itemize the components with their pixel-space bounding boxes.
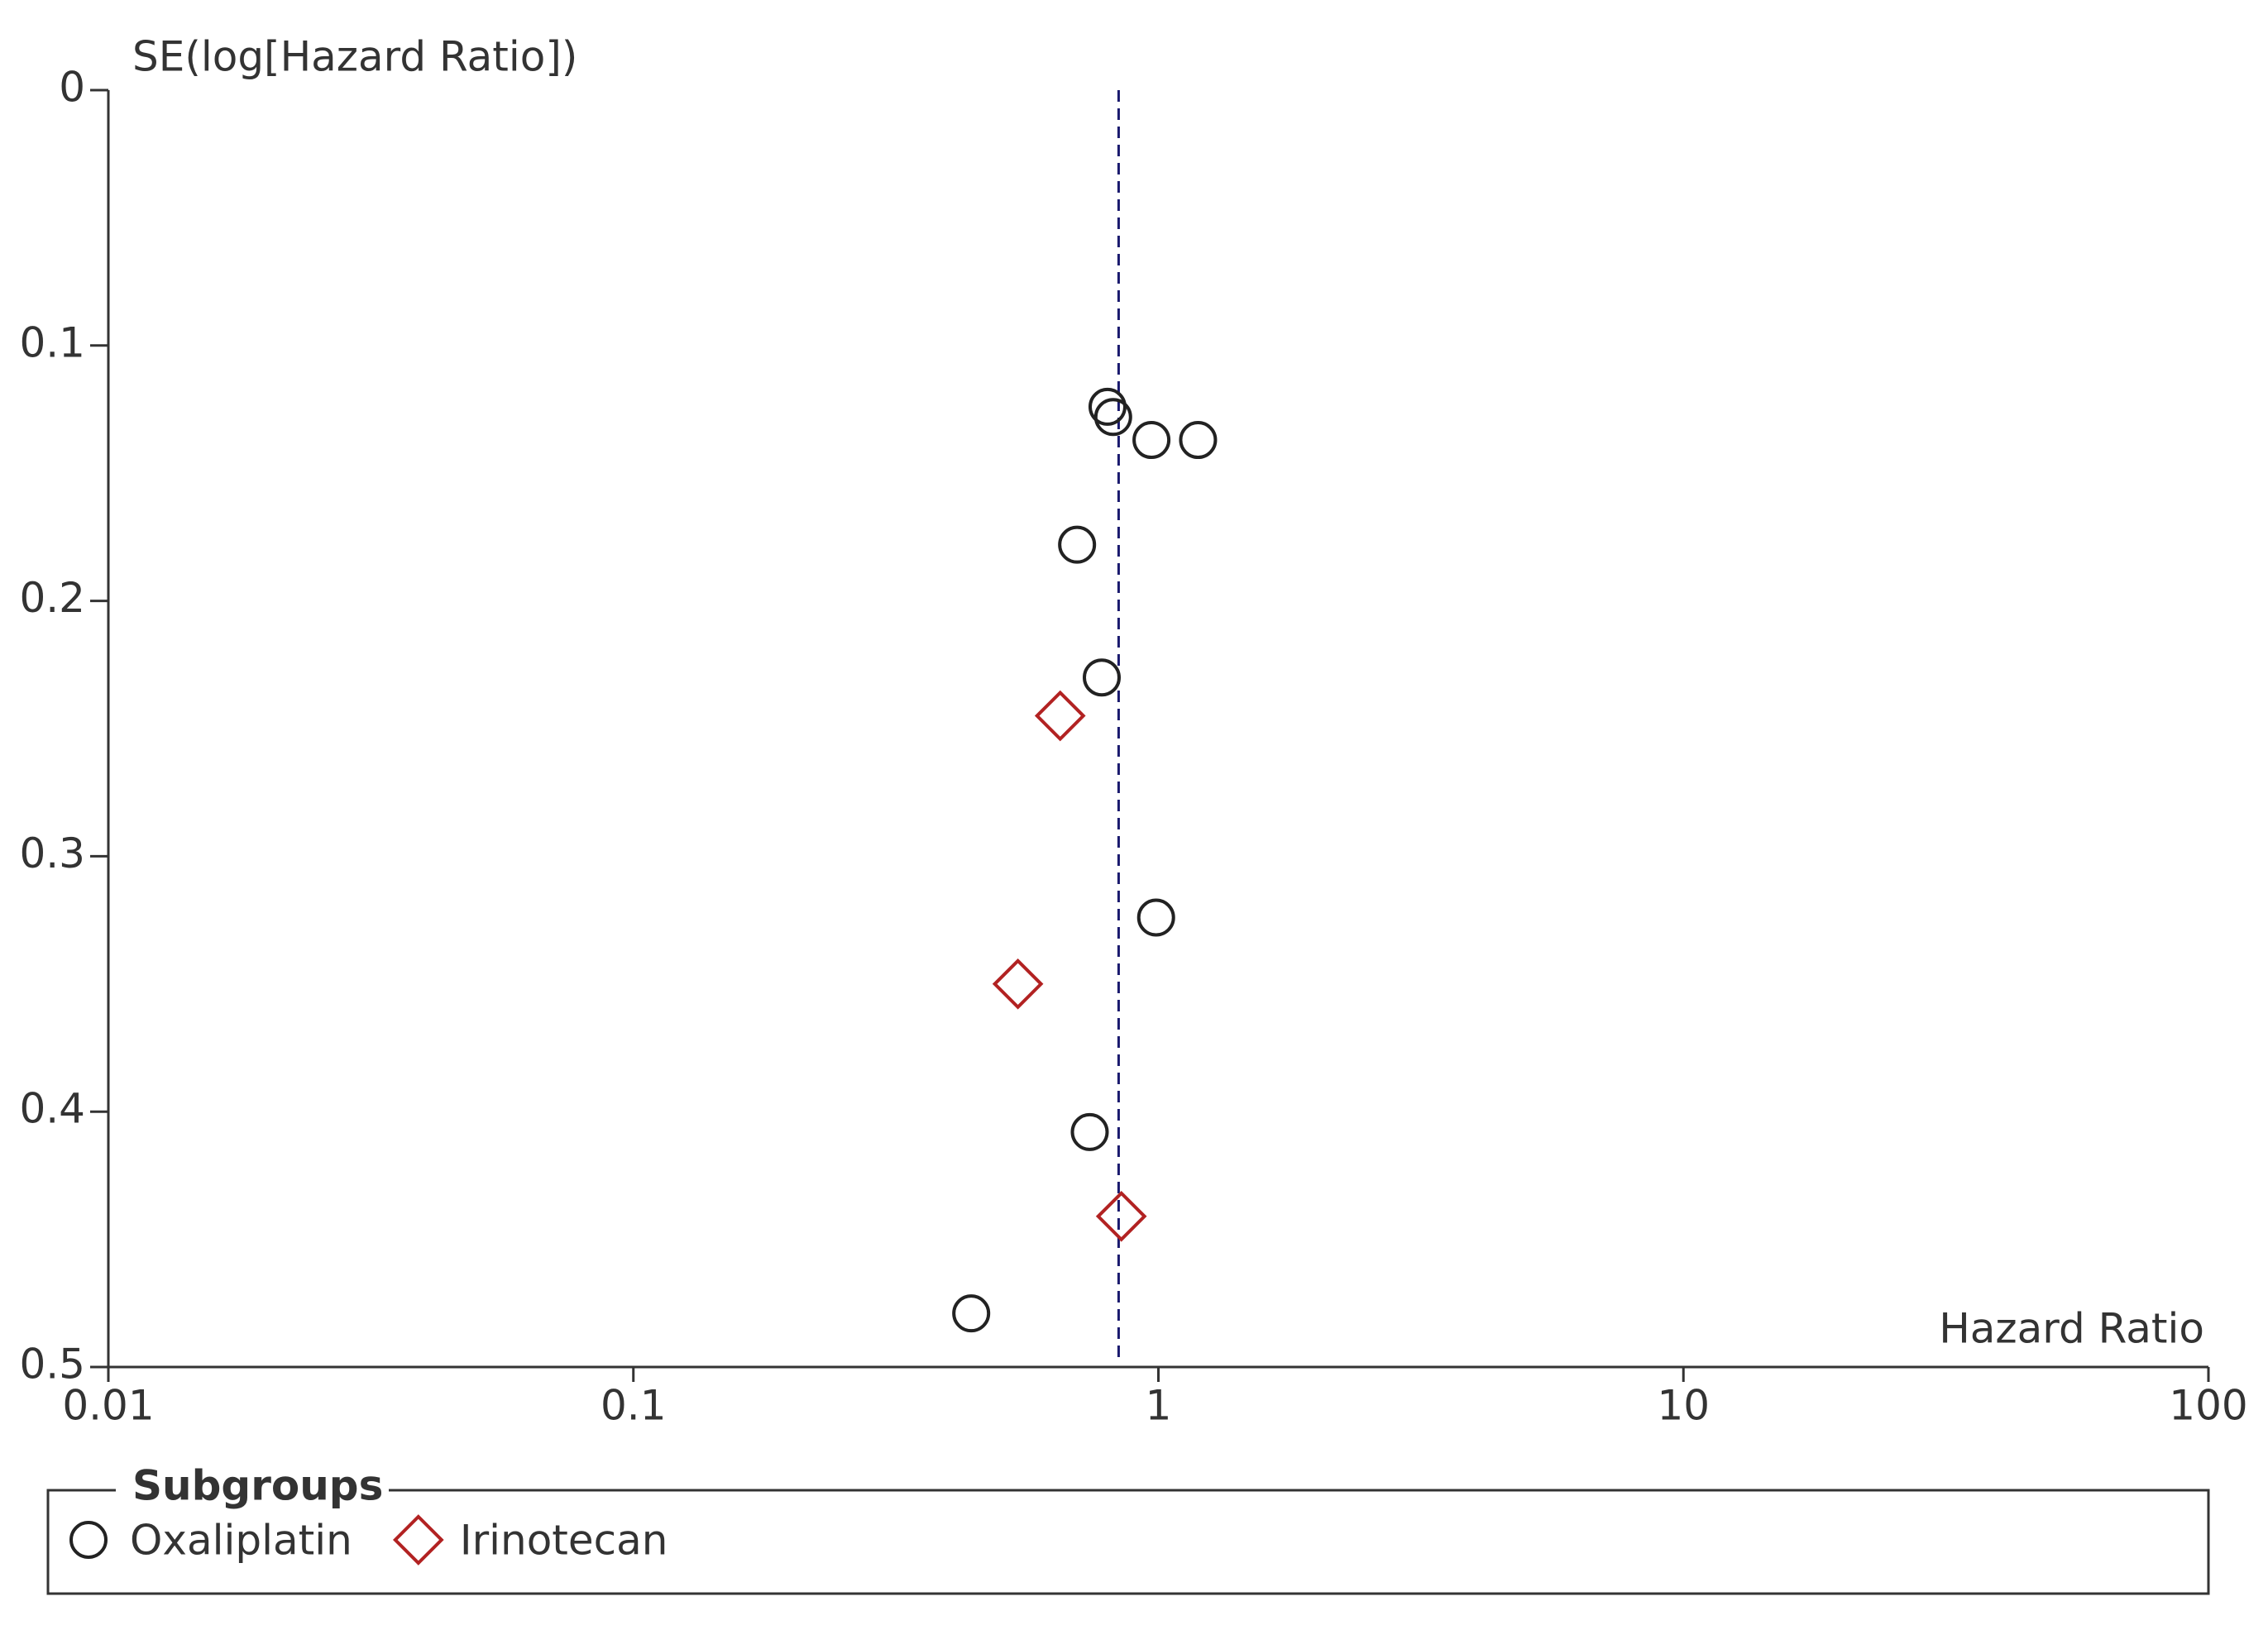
legend-title-bg: [116, 1464, 389, 1513]
data-point: [1088, 387, 1127, 426]
data-point: [1034, 690, 1086, 742]
data-point: [1132, 421, 1171, 460]
y-tick-label: 0.2: [19, 574, 85, 622]
legend-marker: [69, 1521, 108, 1559]
x-tick-label: 100: [2169, 1382, 2247, 1430]
legend-box: [46, 1489, 2210, 1595]
y-axis-label: SE(log[Hazard Ratio]): [132, 33, 577, 81]
y-tick-label: 0.5: [19, 1341, 85, 1389]
legend-title: Subgroups: [132, 1462, 383, 1510]
legend-label: Irinotecan: [460, 1517, 668, 1565]
data-point: [992, 958, 1044, 1010]
data-point: [1136, 898, 1175, 937]
data-point: [952, 1294, 991, 1333]
legend-label: Oxaliplatin: [130, 1517, 352, 1565]
x-axis-label: Hazard Ratio: [1939, 1305, 2204, 1353]
data-point: [1083, 658, 1122, 697]
data-point: [1179, 421, 1218, 460]
x-tick-label: 0.01: [62, 1382, 154, 1430]
y-tick-label: 0.4: [19, 1085, 85, 1133]
x-tick-label: 1: [1146, 1382, 1172, 1430]
x-tick-label: 10: [1657, 1382, 1710, 1430]
legend-marker: [392, 1514, 444, 1565]
x-tick-label: 0.1: [600, 1382, 667, 1430]
y-tick-label: 0: [59, 64, 85, 112]
y-tick-label: 0.3: [19, 829, 85, 877]
data-point: [1058, 525, 1097, 564]
data-point: [1093, 398, 1132, 437]
y-tick-label: 0.1: [19, 318, 85, 366]
data-point: [1070, 1112, 1109, 1151]
data-point: [1095, 1190, 1147, 1242]
